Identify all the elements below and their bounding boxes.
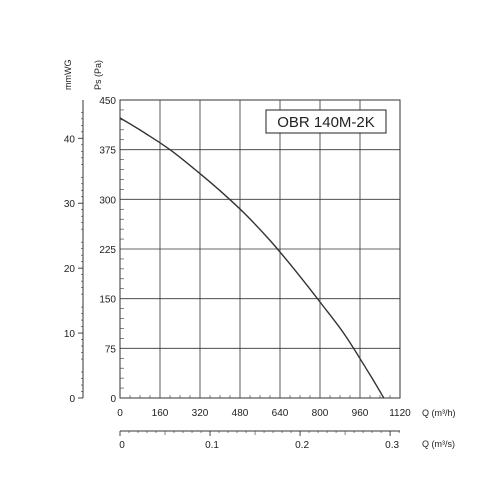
- curve-layer: [119, 117, 385, 399]
- y2-tick-label: 30: [64, 199, 76, 210]
- y-tick-label: 450: [99, 96, 116, 107]
- model-label-box: [265, 109, 387, 134]
- x-tick-label: 960: [352, 408, 369, 419]
- x2-axis-label: Q (m³/s): [422, 439, 455, 449]
- axes: [78, 100, 400, 436]
- x-tick-label: 640: [272, 408, 289, 419]
- x-tick-label: 800: [312, 408, 329, 419]
- x-tick-label: 160: [152, 408, 169, 419]
- y2-axis-label: mmWG: [63, 60, 73, 91]
- y-tick-label: 300: [99, 195, 116, 206]
- chart-title: OBR 140M-2K: [277, 114, 375, 131]
- y-tick-label: 150: [99, 295, 116, 306]
- y-tick-label: 225: [99, 245, 116, 256]
- fan-curve-line: [119, 117, 385, 399]
- y-tick-label: 75: [105, 344, 117, 355]
- x2-tick-label: 0.2: [295, 440, 309, 451]
- x-tick-label: 0: [117, 408, 123, 419]
- y2-tick-label: 10: [64, 329, 76, 340]
- y-tick-label: 0: [110, 394, 116, 405]
- y2-tick-label: 40: [64, 134, 76, 145]
- x2-tick-label: 0.3: [385, 440, 399, 451]
- x2-tick-label: 0.1: [205, 440, 219, 451]
- y-tick-label: 375: [99, 146, 116, 157]
- labels: 0 160 320 480 640 800 960 112007515022530037545…: [64, 96, 411, 451]
- x-tick-label: 480: [232, 408, 249, 419]
- x2-tick-label: 0: [119, 440, 125, 451]
- y2-tick-label: 20: [64, 264, 76, 275]
- x-tick-label: 1120: [389, 408, 411, 419]
- x-axis-label: Q (m³/h): [422, 408, 456, 418]
- y2-tick-label: 0: [69, 394, 75, 405]
- x-tick-label: 320: [192, 408, 209, 419]
- y-axis-label: Ps (Pa): [93, 60, 103, 90]
